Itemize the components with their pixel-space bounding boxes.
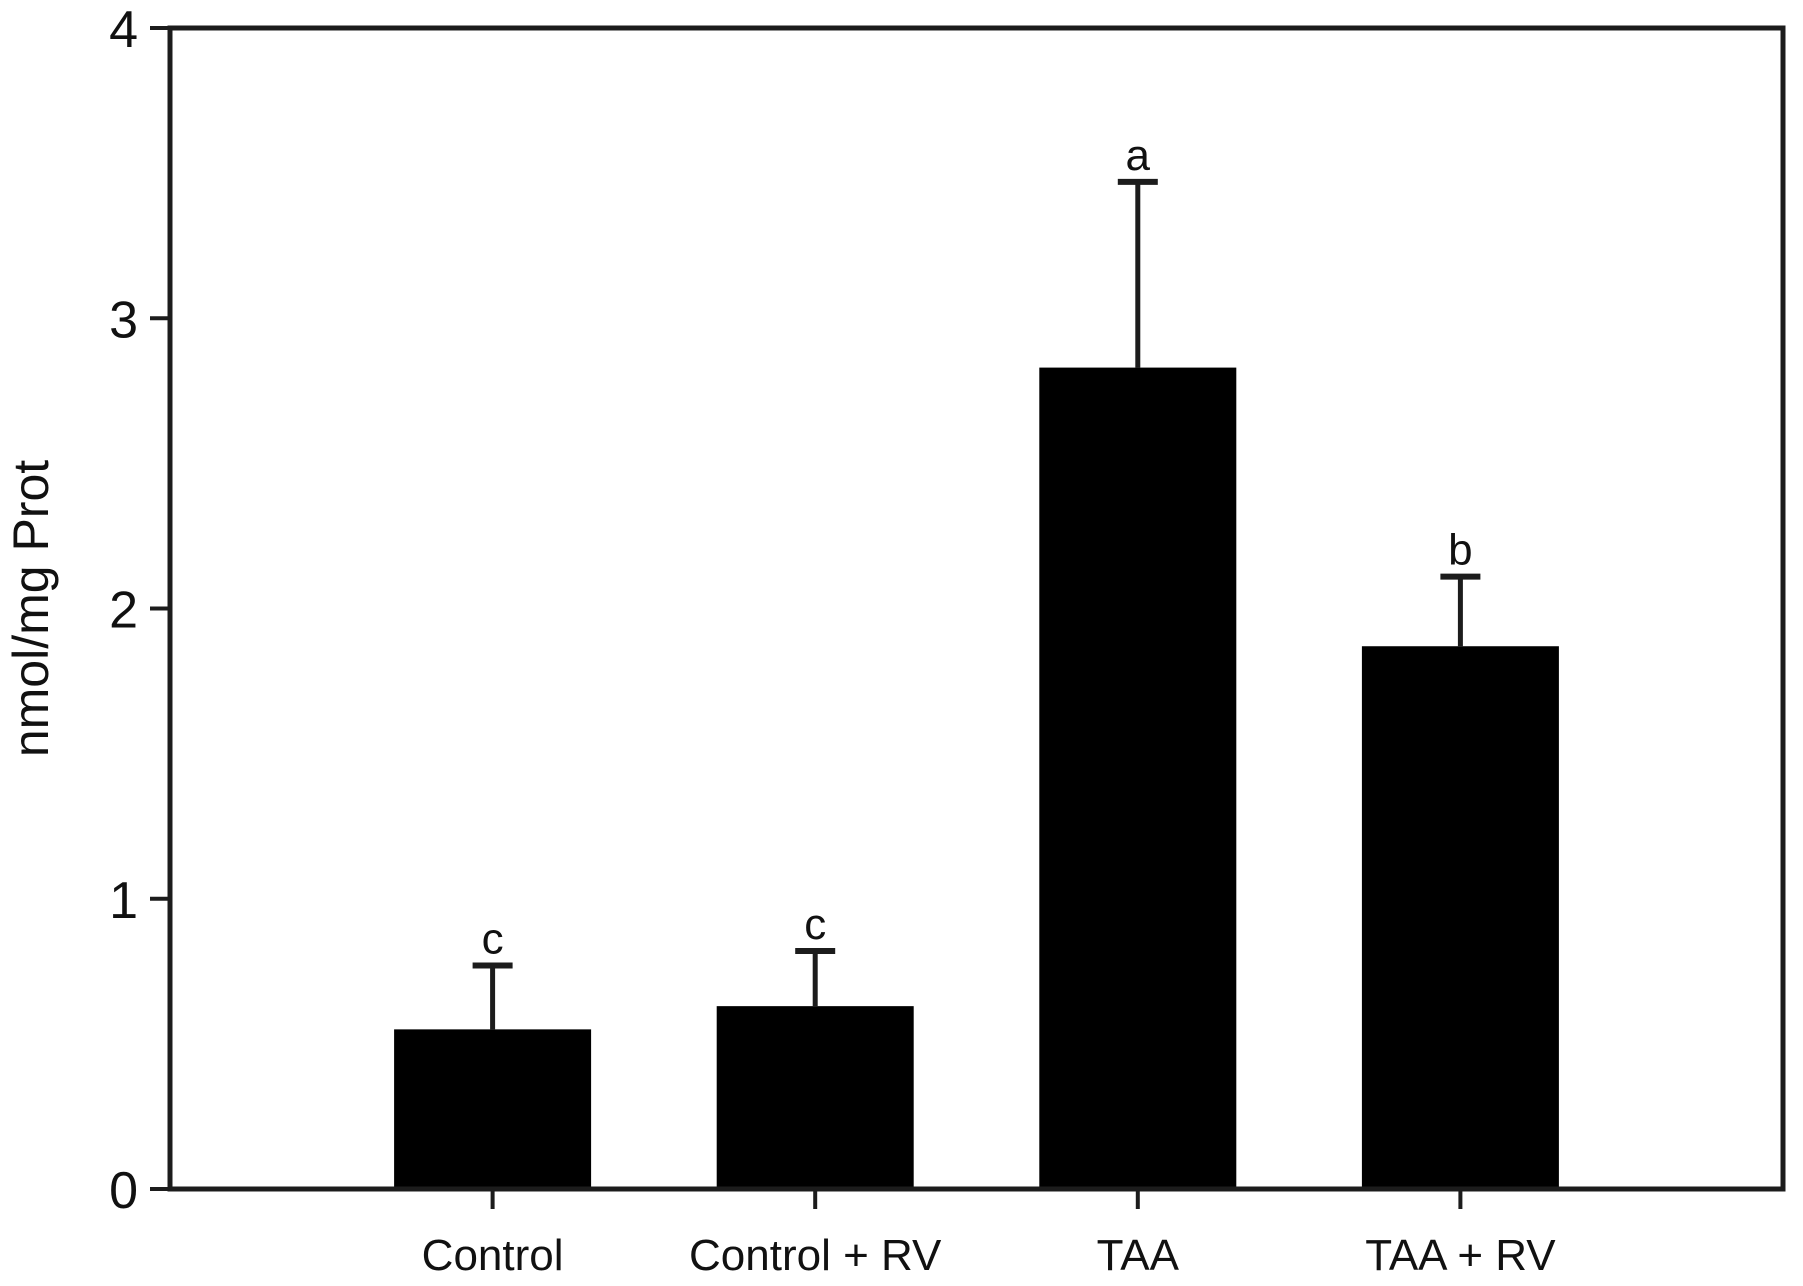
y-tick-label: 3	[109, 291, 138, 349]
y-tick-label: 4	[109, 1, 138, 59]
x-tick-label: TAA + RV	[1365, 1231, 1556, 1280]
bar	[1039, 367, 1237, 1189]
x-tick-label: Control + RV	[689, 1231, 942, 1280]
plot-frame	[167, 25, 1786, 1192]
sig-letter: c	[482, 915, 504, 964]
bar	[394, 1029, 592, 1189]
bar	[716, 1006, 914, 1189]
x-tick-label: Control	[422, 1231, 564, 1280]
y-tick-label: 0	[109, 1162, 138, 1220]
y-tick-label: 2	[109, 582, 138, 640]
sig-letter: c	[804, 900, 826, 949]
x-tick-label: TAA	[1097, 1231, 1180, 1280]
sig-letter: b	[1448, 526, 1472, 575]
sig-letter: a	[1126, 131, 1151, 180]
bar	[1361, 646, 1559, 1189]
y-axis-title: nmol/mg Prot	[3, 460, 59, 757]
y-tick-label: 1	[109, 872, 138, 930]
